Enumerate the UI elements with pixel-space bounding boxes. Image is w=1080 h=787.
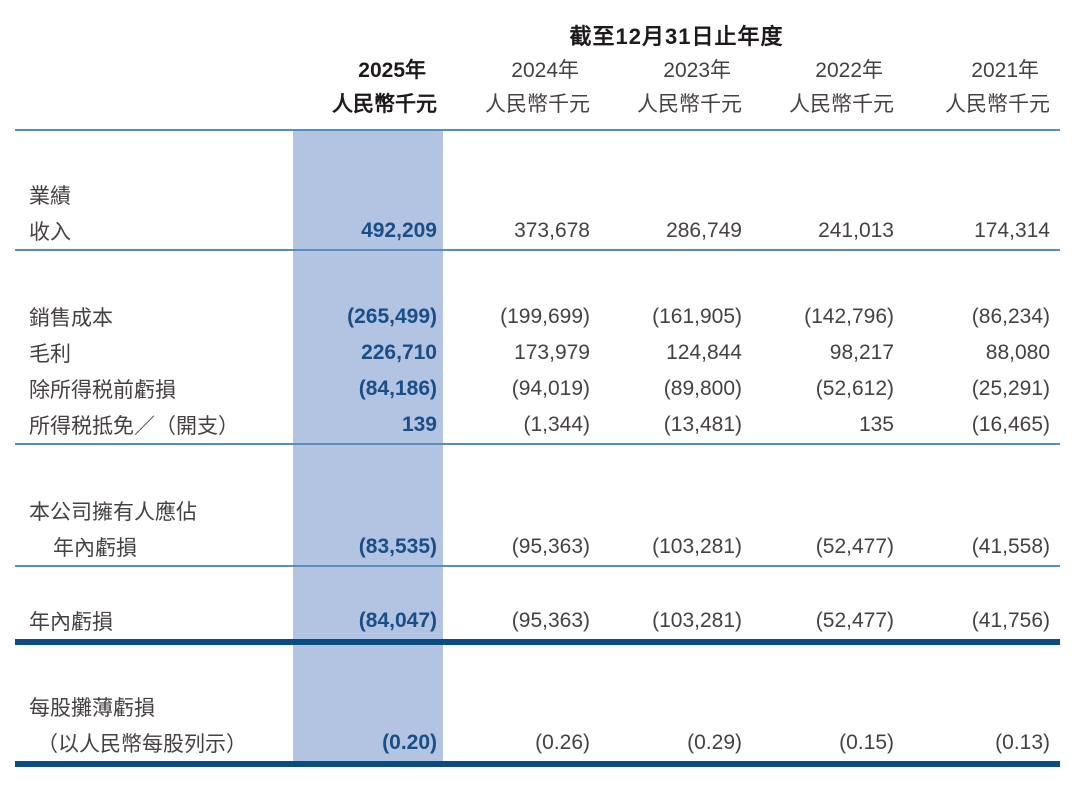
spacer-row xyxy=(15,645,1060,689)
value-cell: 226,710 xyxy=(361,341,437,364)
unit-header-4: 人民幣千元 xyxy=(945,93,1050,116)
value-cell: (103,281) xyxy=(652,535,742,558)
row-label: 每股攤薄虧損 xyxy=(29,697,155,720)
value-cell: (83,535) xyxy=(358,535,437,558)
value-cell: (95,363) xyxy=(511,535,590,558)
value-cell: (103,281) xyxy=(652,609,742,632)
spacer-row xyxy=(15,567,1060,603)
year-header-0: 2025年 xyxy=(358,59,426,82)
value-cell: (52,477) xyxy=(815,535,894,558)
row-label: 本公司擁有人應佔 xyxy=(29,501,197,524)
period-header: 截至12月31日止年度 xyxy=(569,24,784,49)
value-cell: (16,465) xyxy=(971,413,1050,436)
row-label: （以人民幣每股列示） xyxy=(37,733,247,756)
table-row: （以人民幣每股列示） (0.20) (0.26) (0.29) (0.15) (0.13) xyxy=(15,725,1060,761)
rule-thin xyxy=(15,249,1060,251)
value-cell: 241,013 xyxy=(818,219,894,242)
table-row: 所得税抵免／（開支） 139 (1,344) (13,481) 135 (16,465) xyxy=(15,407,1060,443)
spacer-row xyxy=(15,251,1060,299)
value-cell: 135 xyxy=(858,413,894,436)
year-header-1: 2024年 xyxy=(511,59,579,82)
value-cell: (0.20) xyxy=(382,731,437,754)
rule-thin xyxy=(15,443,1060,445)
table-row: 收入 492,209 373,678 286,749 241,013 174,314 xyxy=(15,213,1060,249)
value-cell: 124,844 xyxy=(666,341,742,364)
year-header-4: 2021年 xyxy=(971,59,1039,82)
value-cell: (84,047) xyxy=(358,609,437,632)
value-cell: (13,481) xyxy=(663,413,742,436)
value-cell: (52,477) xyxy=(815,609,894,632)
period-header-spacer xyxy=(15,22,293,52)
row-label: 業績 xyxy=(29,185,71,208)
table-row: 毛利 226,710 173,979 124,844 98,217 88,080 xyxy=(15,335,1060,371)
value-cell: (1,344) xyxy=(523,413,590,436)
table-body: 業績收入 492,209 373,678 286,749 241,013 174,314 銷… xyxy=(15,129,1060,767)
row-label: 年內虧損 xyxy=(53,537,137,560)
rule-thick xyxy=(15,761,1060,767)
value-cell: 286,749 xyxy=(666,219,742,242)
year-header-row: 2025年 2024年 2023年 2022年 2021年 xyxy=(15,52,1060,86)
period-header-row: 截至12月31日止年度 xyxy=(15,22,1060,52)
table-row: 年內虧損 (83,535) (95,363) (103,281) (52,477) (41… xyxy=(15,529,1060,565)
value-cell: (41,756) xyxy=(971,609,1050,632)
label-row: 每股攤薄虧損 xyxy=(15,689,1060,725)
value-cell: (94,019) xyxy=(511,377,590,400)
value-cell: (161,905) xyxy=(652,305,742,328)
value-cell: 373,678 xyxy=(514,219,590,242)
value-cell: (0.29) xyxy=(687,731,742,754)
table-row: 銷售成本 (265,499) (199,699) (161,905) (142,796)… xyxy=(15,299,1060,335)
five-year-financial-summary-table: 截至12月31日止年度 2025年 2024年 2023年 2022年 2021年 人民… xyxy=(15,0,1060,767)
highlight-band-2025 xyxy=(293,129,443,767)
value-cell: (0.15) xyxy=(839,731,894,754)
value-cell: 174,314 xyxy=(974,219,1050,242)
row-label: 毛利 xyxy=(29,343,71,366)
header-rule xyxy=(15,129,1060,131)
label-row: 業績 xyxy=(15,177,1060,213)
value-cell: (84,186) xyxy=(358,377,437,400)
row-label: 除所得税前虧損 xyxy=(29,379,176,402)
value-cell: (0.13) xyxy=(995,731,1050,754)
label-row: 本公司擁有人應佔 xyxy=(15,493,1060,529)
row-label: 年內虧損 xyxy=(29,611,113,634)
row-label: 銷售成本 xyxy=(29,307,113,330)
table-row: 年內虧損 (84,047) (95,363) (103,281) (52,477) (41… xyxy=(15,603,1060,639)
value-cell: (199,699) xyxy=(500,305,590,328)
row-label: 所得税抵免／（開支） xyxy=(29,415,239,438)
value-cell: (265,499) xyxy=(347,305,437,328)
value-cell: 173,979 xyxy=(514,341,590,364)
value-cell: 492,209 xyxy=(361,219,437,242)
rule-thin xyxy=(15,565,1060,567)
value-cell: (52,612) xyxy=(815,377,894,400)
value-cell: (25,291) xyxy=(971,377,1050,400)
year-header-3: 2022年 xyxy=(815,59,883,82)
unit-header-3: 人民幣千元 xyxy=(789,93,894,116)
unit-header-0: 人民幣千元 xyxy=(332,93,437,116)
value-cell: (142,796) xyxy=(804,305,894,328)
value-cell: 88,080 xyxy=(985,341,1050,364)
unit-header-row: 人民幣千元 人民幣千元 人民幣千元 人民幣千元 人民幣千元 xyxy=(15,86,1060,120)
spacer-row xyxy=(15,131,1060,177)
table-row: 除所得税前虧損 (84,186) (94,019) (89,800) (52,612) (… xyxy=(15,371,1060,407)
value-cell: (86,234) xyxy=(971,305,1050,328)
value-cell: 98,217 xyxy=(829,341,894,364)
row-label: 收入 xyxy=(29,221,71,244)
value-cell: 139 xyxy=(401,413,437,436)
value-cell: (89,800) xyxy=(663,377,742,400)
unit-header-2: 人民幣千元 xyxy=(637,93,742,116)
value-cell: (41,558) xyxy=(971,535,1050,558)
rule-thick xyxy=(15,639,1060,645)
year-header-2: 2023年 xyxy=(663,59,731,82)
value-cell: (95,363) xyxy=(511,609,590,632)
value-cell: (0.26) xyxy=(535,731,590,754)
spacer-row xyxy=(15,445,1060,493)
unit-header-1: 人民幣千元 xyxy=(485,93,590,116)
